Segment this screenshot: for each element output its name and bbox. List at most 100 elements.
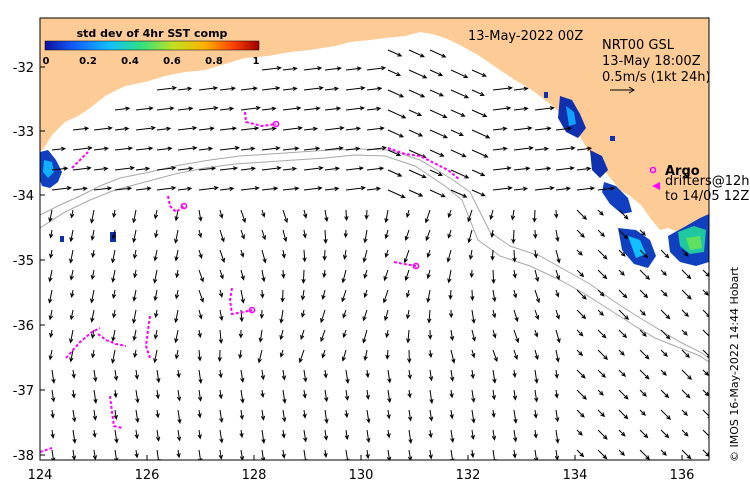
current-arrow xyxy=(363,289,368,298)
current-arrow xyxy=(48,309,53,321)
current-arrow xyxy=(408,89,426,98)
current-arrow xyxy=(135,166,151,172)
current-arrow xyxy=(70,209,75,219)
current-arrow xyxy=(135,186,152,191)
current-arrow xyxy=(492,369,497,384)
current-arrow xyxy=(450,129,464,136)
current-arrow xyxy=(156,106,175,111)
current-arrow xyxy=(261,66,282,71)
current-arrow xyxy=(303,146,321,151)
current-arrow xyxy=(174,349,180,360)
current-arrow xyxy=(133,349,138,359)
current-arrow xyxy=(428,349,433,359)
current-arrow xyxy=(408,49,425,58)
current-arrow xyxy=(90,309,95,323)
current-arrow xyxy=(197,389,203,402)
current-arrow xyxy=(198,209,203,222)
current-arrow xyxy=(597,289,605,297)
current-arrow xyxy=(69,229,74,243)
current-arrow xyxy=(302,249,307,263)
current-arrow xyxy=(534,166,552,171)
current-arrow xyxy=(555,289,560,298)
y-tick-label: -34 xyxy=(13,189,34,204)
current-arrow xyxy=(156,166,177,171)
current-arrow xyxy=(48,269,53,283)
current-arrow xyxy=(407,449,413,460)
current-arrow xyxy=(69,309,74,321)
current-arrow xyxy=(512,449,517,459)
current-arrow xyxy=(281,369,287,381)
current-arrow xyxy=(50,389,56,403)
current-arrow xyxy=(424,209,431,224)
current-arrow xyxy=(257,349,263,364)
current-arrow xyxy=(111,229,117,240)
drifter-track xyxy=(40,447,53,453)
current-arrow xyxy=(554,369,559,379)
current-arrow xyxy=(366,66,387,71)
current-arrow xyxy=(174,249,179,262)
current-arrow xyxy=(555,126,573,131)
current-arrow xyxy=(281,429,286,439)
current-arrow xyxy=(345,146,361,152)
current-arrow xyxy=(197,349,202,362)
current-arrow xyxy=(135,106,154,111)
current-arrow xyxy=(618,249,626,257)
current-arrow xyxy=(48,349,53,361)
current-arrow xyxy=(345,86,366,91)
current-arrow xyxy=(344,409,349,419)
y-tick-label: -35 xyxy=(13,254,34,269)
current-arrow xyxy=(681,409,689,417)
current-arrow xyxy=(492,186,513,191)
current-arrow xyxy=(174,229,179,244)
current-arrow xyxy=(492,146,508,151)
current-arrow xyxy=(576,429,583,436)
current-arrow xyxy=(471,169,486,177)
current-arrow xyxy=(533,429,538,439)
current-arrow xyxy=(132,309,137,324)
current-arrow xyxy=(342,309,347,319)
current-arrow xyxy=(385,329,390,339)
map-date-title: 13-May-2022 00Z xyxy=(468,29,583,44)
current-arrow xyxy=(450,149,467,158)
current-arrow xyxy=(448,289,453,300)
current-arrow xyxy=(428,449,433,460)
argo-marker xyxy=(412,262,420,270)
current-arrow xyxy=(176,369,181,379)
current-arrow xyxy=(513,86,529,91)
current-arrow xyxy=(450,69,469,78)
current-arrow xyxy=(681,309,690,318)
current-arrow xyxy=(429,189,446,198)
current-arrow xyxy=(260,369,266,381)
current-arrow xyxy=(177,126,198,131)
current-arrow xyxy=(618,229,629,240)
current-arrow xyxy=(408,189,424,197)
current-arrow xyxy=(174,289,180,300)
current-arrow xyxy=(471,389,476,403)
current-arrow xyxy=(364,209,369,220)
x-tick-label: 128 xyxy=(242,468,267,483)
current-arrow xyxy=(240,186,260,191)
current-arrow xyxy=(681,389,691,399)
current-arrow xyxy=(90,289,95,304)
current-arrow xyxy=(153,249,158,262)
current-arrow xyxy=(513,186,529,192)
current-arrow xyxy=(111,249,116,264)
current-arrow xyxy=(302,389,307,399)
current-arrow xyxy=(450,349,456,364)
argo-legend-icon xyxy=(649,166,657,174)
current-arrow xyxy=(50,409,55,419)
current-arrow xyxy=(576,229,585,238)
colorbar-tick: 0.4 xyxy=(121,56,139,67)
y-tick-labels: -32 -33 -34 -35 -36 -37 -38 xyxy=(13,61,34,464)
current-arrow xyxy=(448,309,454,319)
current-arrow xyxy=(132,249,138,260)
colorbar-tick: 0.6 xyxy=(163,56,181,67)
current-arrow xyxy=(660,429,670,439)
current-arrow xyxy=(240,269,245,281)
current-arrow xyxy=(218,329,224,345)
current-arrow xyxy=(279,309,284,324)
current-arrow xyxy=(219,229,225,243)
current-arrow xyxy=(282,229,288,243)
current-arrow xyxy=(426,249,431,258)
current-arrow xyxy=(322,249,327,261)
